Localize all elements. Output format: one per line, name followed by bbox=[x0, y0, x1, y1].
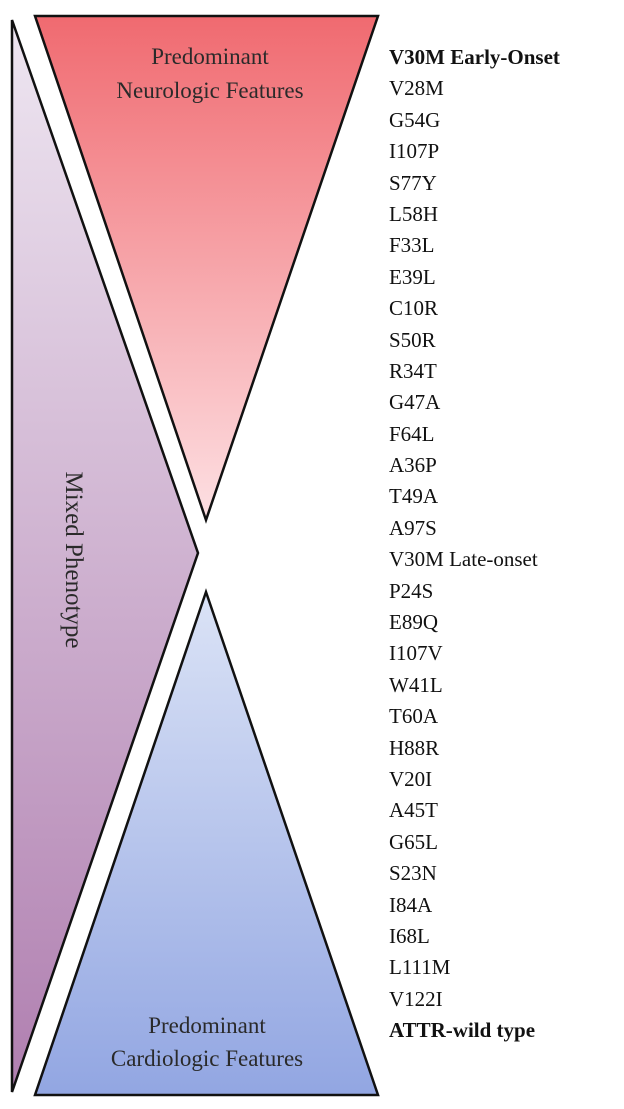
variant-item: G47A bbox=[389, 390, 441, 415]
variant-item: G54G bbox=[389, 107, 441, 132]
variant-item: G65L bbox=[389, 829, 438, 854]
variant-item: L111M bbox=[389, 955, 451, 980]
variant-item: I107V bbox=[389, 641, 443, 666]
variant-item: A36P bbox=[389, 453, 437, 478]
cardiologic-title-line2: Cardiologic Features bbox=[111, 1046, 303, 1071]
variant-item: H88R bbox=[389, 735, 440, 760]
variant-item: I84A bbox=[389, 892, 433, 917]
variant-item: I68L bbox=[389, 923, 430, 948]
variant-item: R34T bbox=[389, 358, 437, 383]
mixed-phenotype-label: Mixed Phenotype bbox=[60, 471, 87, 648]
variant-item: V20I bbox=[389, 766, 433, 791]
variant-item: E39L bbox=[389, 264, 436, 289]
variant-item: V122I bbox=[389, 986, 443, 1011]
variant-item: W41L bbox=[389, 672, 443, 697]
variant-item: A45T bbox=[389, 798, 438, 823]
cardiologic-title-line1: Predominant bbox=[148, 1013, 266, 1038]
variant-item: I107P bbox=[389, 139, 440, 164]
variant-item: S23N bbox=[389, 861, 437, 886]
variant-item: ATTR-wild type bbox=[389, 1018, 536, 1043]
variant-list: V30M Early-Onset V28M G54G I107P S77Y L58H F33… bbox=[389, 42, 560, 1047]
variant-item: L58H bbox=[389, 201, 438, 226]
cardiologic-triangle bbox=[33, 588, 380, 1097]
neurologic-title-line2: Neurologic Features bbox=[116, 78, 303, 103]
neurologic-title-line1: Predominant bbox=[151, 44, 269, 69]
variant-item: F33L bbox=[389, 233, 435, 258]
variant-item: V30M Early-Onset bbox=[389, 45, 560, 69]
neurologic-triangle bbox=[33, 14, 380, 524]
variant-item: V30M Late-onset bbox=[389, 547, 538, 572]
variant-item: V28M bbox=[389, 76, 444, 101]
variant-item: S50R bbox=[389, 327, 436, 352]
mixed-phenotype-triangle bbox=[10, 19, 200, 1093]
variant-item: E89Q bbox=[389, 610, 438, 635]
variant-item: T60A bbox=[389, 704, 438, 729]
variant-item: F64L bbox=[389, 421, 435, 446]
variant-item: S77Y bbox=[389, 170, 437, 195]
variant-item: T49A bbox=[389, 484, 438, 509]
variant-item: A97S bbox=[389, 515, 437, 540]
variant-item: P24S bbox=[389, 578, 434, 603]
variant-item: C10R bbox=[389, 296, 439, 321]
